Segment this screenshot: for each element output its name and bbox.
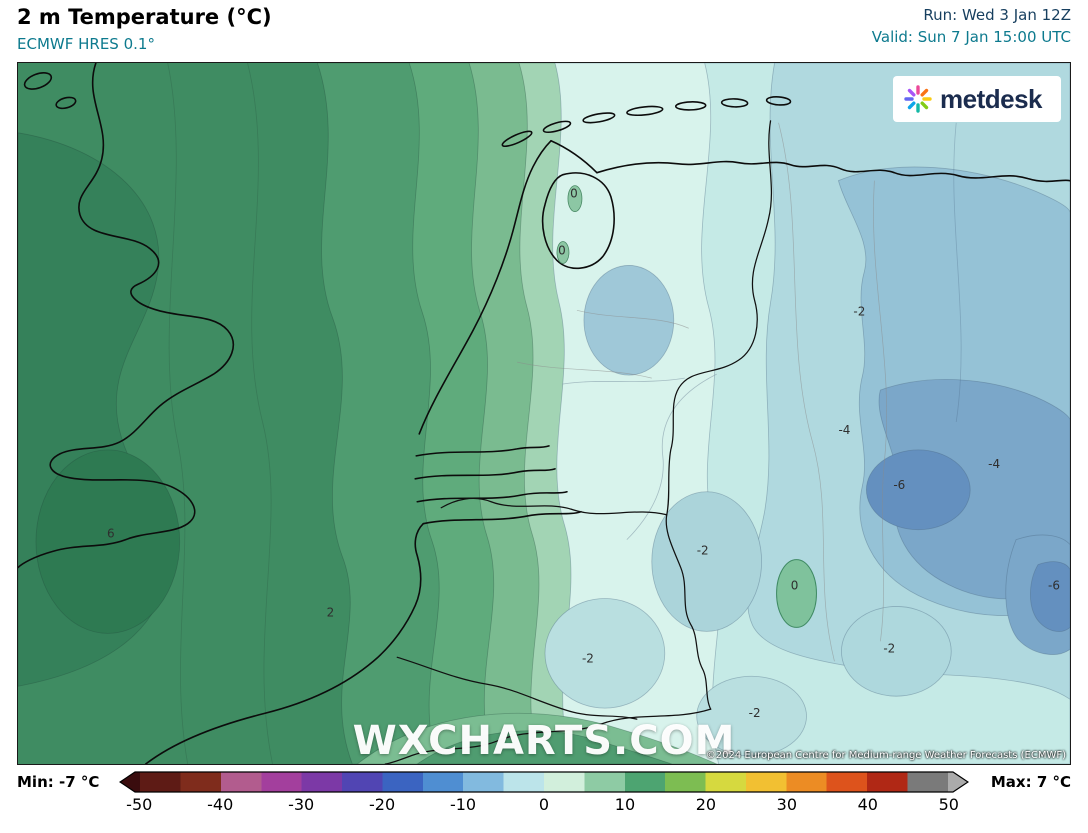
temperature-map: 6 2 0 0 -2 -4 -6 -4 -2 0 -6 -2 -2 -2 metdesk WXCHARTS… <box>17 62 1071 765</box>
run-info-block: Run: Wed 3 Jan 12Z Valid: Sun 7 Jan 15:0… <box>872 5 1071 49</box>
tick-label: -20 <box>369 795 396 814</box>
country-borders <box>384 120 773 764</box>
tick-label: 40 <box>857 795 878 814</box>
contour-label: -2 <box>883 641 895 655</box>
copyright-notice: ©2024 European Centre for Medium-range W… <box>705 750 1066 761</box>
contour-label: 0 <box>791 579 799 593</box>
tick-label: -30 <box>288 795 315 814</box>
valid-time: Valid: Sun 7 Jan 15:00 UTC <box>871 27 1071 46</box>
contour-label: -2 <box>582 651 594 665</box>
metdesk-logo: metdesk <box>893 76 1061 122</box>
run-time: Run: Wed 3 Jan 12Z <box>923 6 1071 24</box>
colorbar-gradient <box>118 771 970 793</box>
temperature-map-svg: 6 2 0 0 -2 -4 -6 -4 -2 0 -6 -2 -2 -2 <box>18 63 1070 764</box>
admin-boundaries <box>516 122 888 662</box>
contour-label: -2 <box>749 706 761 720</box>
watermark: WXCHARTS.COM <box>352 718 736 764</box>
contour-label: -6 <box>1048 579 1060 593</box>
min-temperature-label: Min: -7 °C <box>17 773 100 791</box>
tick-label: -40 <box>207 795 234 814</box>
colorbar-legend: Min: -7 °C -50 -40 -30 -20 -10 0 10 20 30 40 50 Ma… <box>0 765 1088 833</box>
contour-label: 0 <box>558 243 566 257</box>
contour-label: 2 <box>327 605 335 619</box>
tick-label: 20 <box>695 795 717 814</box>
tick-label: -10 <box>449 795 477 814</box>
model-subtitle: ECMWF HRES 0.1° <box>17 35 155 53</box>
contour-label: 6 <box>107 527 115 541</box>
tick-label: -50 <box>126 795 153 814</box>
tick-label: 10 <box>614 795 636 814</box>
contour-label: 0 <box>570 187 578 201</box>
header: 2 m Temperature (°C) ECMWF HRES 0.1° Run… <box>0 0 1088 62</box>
logo-text: metdesk <box>940 83 1043 114</box>
contour-label: -2 <box>697 544 709 558</box>
contour-label: -6 <box>893 478 905 492</box>
tick-label: 50 <box>938 795 959 814</box>
coastlines <box>18 63 1070 764</box>
colorbar: -50 -40 -30 -20 -10 0 10 20 30 40 50 <box>118 771 970 821</box>
contour-label: -4 <box>838 423 850 437</box>
colorbar-svg <box>118 771 970 793</box>
contour-label: -2 <box>853 304 865 318</box>
contour-labels: 6 2 0 0 -2 -4 -6 -4 -2 0 -6 -2 -2 -2 <box>107 187 1060 721</box>
tick-label: 0 <box>538 795 550 814</box>
contour-label: -4 <box>988 457 1000 471</box>
tick-label: 30 <box>776 795 798 814</box>
page-title: 2 m Temperature (°C) <box>17 5 272 29</box>
temperature-bands <box>18 63 1070 764</box>
colorbar-ticks: -50 -40 -30 -20 -10 0 10 20 30 40 50 <box>119 795 969 817</box>
max-temperature-label: Max: 7 °C <box>990 773 1071 791</box>
starburst-icon <box>904 85 932 113</box>
